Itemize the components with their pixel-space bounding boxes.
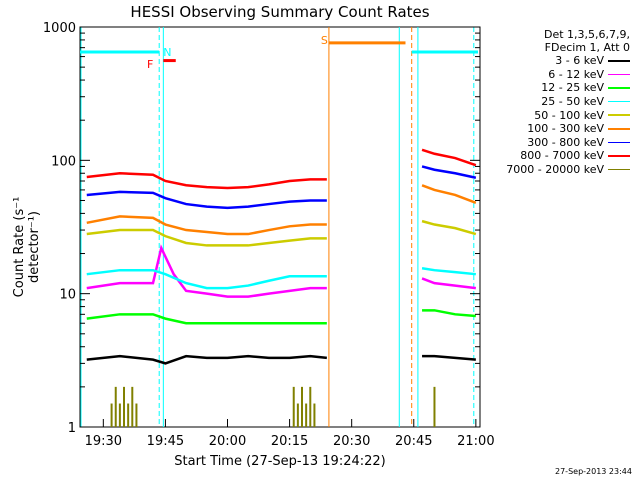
y-tick-label: 1 <box>68 421 76 436</box>
ticks-layer: 19:30 19:45 20:00 20:15 20:30 20:45 21:00 1 10 10… <box>43 21 495 449</box>
legend-label: 100 - 300 keV <box>527 122 604 136</box>
legend-label: 25 - 50 keV <box>541 95 604 109</box>
timestamp: 27-Sep-2013 23:44 <box>555 467 632 476</box>
series-line <box>86 172 327 190</box>
series-line <box>86 215 327 236</box>
y-tick-label: 1000 <box>43 21 76 36</box>
series-line <box>421 165 477 179</box>
legend-swatch <box>608 168 630 171</box>
legend-entry: 3 - 6 keV <box>488 54 630 68</box>
series-line <box>86 268 327 290</box>
series-line <box>421 277 477 290</box>
legend-entry: 7000 - 20000 keV <box>488 163 630 177</box>
x-tick-label: 19:45 <box>147 434 184 449</box>
annotation-layer: NF S <box>80 34 478 71</box>
y-tick-label: 10 <box>59 288 76 303</box>
legend-entry: 100 - 300 keV <box>488 122 630 136</box>
legend-label: 7000 - 20000 keV <box>506 163 604 177</box>
legend-label: 6 - 12 keV <box>548 67 604 81</box>
legend-label: 3 - 6 keV <box>555 54 604 68</box>
x-axis-label: Start Time (27-Sep-13 19:24:22) <box>174 454 386 469</box>
series-line <box>86 354 327 365</box>
legend-swatch <box>608 73 630 76</box>
annotation-label: S <box>321 34 328 47</box>
legend-header-line: FDecim 1, Att 0 <box>544 41 630 54</box>
series-line <box>422 354 476 361</box>
x-tick-label: 20:00 <box>209 434 246 449</box>
series-line <box>422 309 476 318</box>
legend-entry: 25 - 50 keV <box>488 95 630 109</box>
series-line <box>86 228 327 247</box>
x-tick-label: 20:30 <box>333 434 370 449</box>
legend-label: 12 - 25 keV <box>541 81 604 95</box>
legend-entry: 6 - 12 keV <box>488 68 630 82</box>
legend-entry: 12 - 25 keV <box>488 81 630 95</box>
series-line <box>86 313 327 325</box>
legend-swatch <box>608 141 630 144</box>
series-line <box>86 244 327 298</box>
legend-header-line: Det 1,3,5,6,7,9, <box>543 28 630 41</box>
x-tick-label: 20:15 <box>271 434 308 449</box>
chart-title: HESSI Observing Summary Count Rates <box>130 3 430 21</box>
legend-label: 800 - 7000 keV <box>520 149 604 163</box>
legend-swatch <box>608 155 630 157</box>
x-tick-label: 19:30 <box>85 434 122 449</box>
legend-entry: 800 - 7000 keV <box>488 149 630 163</box>
series-line <box>421 219 477 236</box>
series-layer <box>86 148 477 427</box>
plot-frame <box>79 26 481 428</box>
series-line <box>421 148 477 167</box>
x-tick-label: 20:45 <box>395 434 432 449</box>
legend-swatch <box>608 114 630 116</box>
legend-swatch <box>608 100 630 103</box>
legend-label: 50 - 100 keV <box>534 108 604 122</box>
y-axis-label: Count Rate (s⁻¹ detector⁻¹) <box>12 196 42 298</box>
legend: Det 1,3,5,6,7,9, FDecim 1, Att 0 3 - 6 k… <box>488 28 630 176</box>
x-tick-label: 21:00 <box>457 434 494 449</box>
series-line <box>86 190 327 210</box>
overlay-lines <box>80 27 475 427</box>
series-line <box>421 267 476 276</box>
legend-entry: 300 - 800 keV <box>488 136 630 150</box>
legend-swatch <box>608 60 630 62</box>
legend-swatch <box>608 87 630 89</box>
y-tick-label: 100 <box>51 154 76 169</box>
series-line <box>421 184 477 205</box>
annotation-label: N <box>163 46 171 59</box>
legend-swatch <box>608 128 630 130</box>
legend-entry: 50 - 100 keV <box>488 108 630 122</box>
annotation-label: F <box>147 58 153 71</box>
legend-label: 300 - 800 keV <box>527 135 604 149</box>
